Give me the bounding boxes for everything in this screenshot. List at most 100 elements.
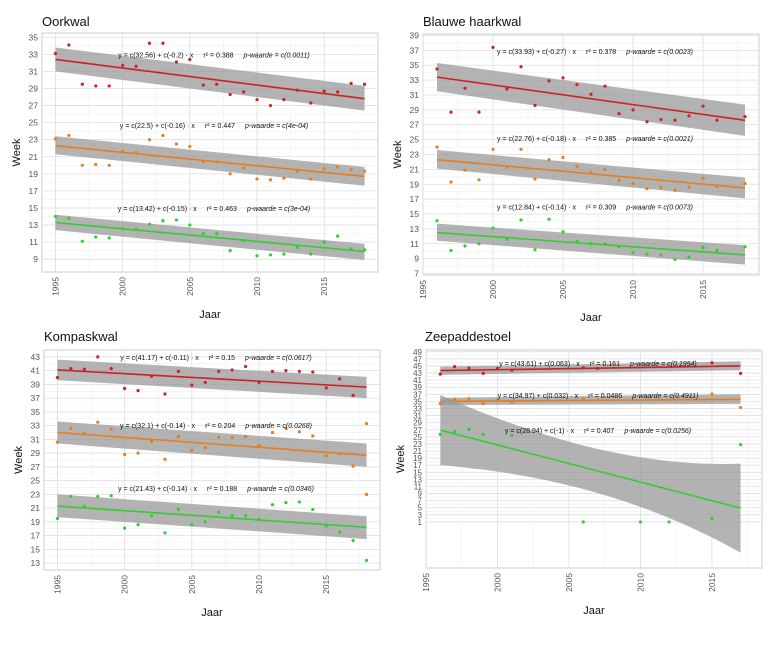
y-tick-label: 39	[413, 383, 422, 392]
data-point	[336, 234, 340, 238]
data-point	[547, 79, 551, 83]
y-tick-label: 7	[418, 497, 423, 506]
x-tick-label: 2015	[321, 575, 331, 594]
data-point	[667, 520, 671, 524]
y-tick-label: 43	[31, 352, 41, 362]
data-point	[242, 90, 246, 94]
data-point	[452, 429, 457, 434]
data-point	[452, 397, 457, 401]
data-point	[309, 101, 313, 105]
data-point	[603, 242, 607, 246]
data-point	[362, 82, 367, 86]
data-point	[270, 503, 275, 507]
data-point	[589, 92, 593, 96]
data-point	[201, 160, 205, 164]
regression-line	[57, 369, 367, 388]
data-point	[268, 178, 273, 182]
data-point	[510, 400, 514, 404]
data-point	[297, 369, 301, 373]
y-tick-label: 15	[413, 468, 422, 477]
data-point	[215, 231, 219, 236]
data-point	[82, 431, 86, 435]
y-tick-label: 17	[31, 531, 41, 541]
y-tick-label: 27	[31, 462, 41, 472]
x-tick-label: 2010	[628, 280, 638, 299]
data-point	[163, 392, 167, 396]
data-point	[631, 251, 635, 255]
y-tick-label: 17	[413, 461, 422, 470]
data-point	[136, 451, 140, 455]
regression-line	[436, 76, 746, 122]
y-tick-label: 21	[413, 447, 422, 456]
y-tick-label: 37	[413, 390, 422, 399]
data-point	[575, 164, 579, 169]
y-tick-label: 29	[410, 105, 420, 115]
x-axis-label: Jaar	[580, 312, 602, 323]
x-axis-label: Jaar	[201, 607, 223, 619]
data-point	[589, 242, 593, 246]
data-point	[255, 177, 259, 181]
data-point	[107, 163, 111, 167]
data-point	[147, 41, 152, 45]
data-point	[687, 255, 691, 259]
y-tick-label: 33	[413, 404, 422, 413]
data-point	[109, 494, 113, 498]
y-tick-label: 25	[29, 118, 39, 128]
data-point	[257, 380, 261, 384]
data-point	[477, 110, 481, 114]
y-tick-label: 41	[413, 376, 422, 385]
data-point	[438, 432, 442, 436]
y-tick-label: 23	[410, 150, 420, 160]
data-point	[147, 222, 152, 226]
data-point	[228, 249, 232, 253]
data-point	[163, 457, 167, 461]
data-point	[190, 523, 194, 527]
equation-label: y = c(22.76) + c(-0.18) · x r² = 0.385 p-w…	[497, 136, 693, 143]
panel-title: Oorkwal	[42, 14, 90, 29]
data-point	[163, 531, 167, 535]
data-point	[673, 257, 677, 261]
data-point	[311, 434, 315, 438]
data-point	[463, 86, 467, 90]
y-tick-label: 15	[410, 209, 420, 219]
y-tick-label: 31	[31, 434, 41, 444]
data-point	[349, 167, 353, 172]
y-tick-label: 19	[410, 179, 420, 189]
data-point	[67, 43, 71, 47]
data-point	[244, 435, 248, 439]
data-point	[55, 375, 60, 380]
data-point	[617, 245, 621, 249]
y-tick-label: 11	[414, 482, 423, 491]
x-tick-label: 2015	[707, 573, 717, 592]
data-point	[201, 231, 205, 236]
data-point	[505, 165, 509, 169]
panel-title: Kompaskwal	[44, 329, 118, 344]
data-point	[230, 435, 234, 439]
equation-label: y = c(32.56) + c(-0.2) · x r² = 0.388 p-wa…	[118, 52, 309, 59]
data-point	[136, 388, 140, 393]
panel-title: Zeepaddestoel	[425, 329, 512, 344]
data-point	[364, 558, 369, 562]
data-point	[435, 145, 439, 149]
data-point	[336, 90, 340, 94]
data-point	[547, 158, 551, 162]
chart-zeepaddestoel: y = c(43.61) + c(0.063) · x r² = 0.161 p-w…	[395, 348, 763, 617]
data-point	[338, 452, 342, 456]
x-tick-label: 1995	[418, 280, 428, 299]
data-point	[297, 430, 301, 434]
data-point	[270, 369, 275, 373]
data-point	[174, 60, 178, 64]
y-tick-label: 9	[33, 254, 38, 264]
data-point	[495, 398, 500, 402]
data-point	[109, 427, 113, 431]
data-point	[268, 253, 273, 257]
data-point	[533, 248, 537, 252]
data-point	[282, 252, 286, 256]
x-tick-label: 2010	[254, 575, 264, 594]
data-point	[188, 144, 192, 149]
x-tick-label: 2000	[488, 280, 498, 299]
data-point	[284, 426, 288, 430]
equation-label: y = c(41.17) + c(-0.11) · x r² = 0.15 p-wa…	[120, 355, 311, 362]
data-point	[349, 247, 353, 251]
data-point	[80, 82, 84, 86]
